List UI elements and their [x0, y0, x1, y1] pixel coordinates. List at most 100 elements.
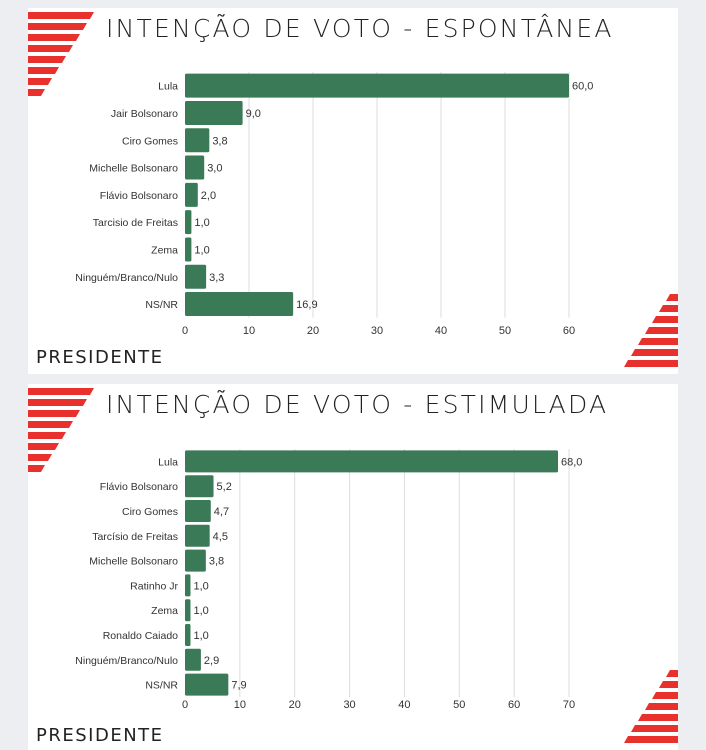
x-tick-label: 30 — [371, 325, 383, 337]
category-label: Tarcísio de Freitas — [92, 531, 178, 543]
category-label: Ninguém/Branco/Nulo — [75, 272, 178, 284]
value-label: 3,3 — [209, 272, 224, 284]
bar — [185, 128, 210, 153]
stripe-decoration — [28, 399, 87, 406]
chart-estimulada: 0 10 20 30 40 50 60 70 Lula 68,0 Flávio Bolsonaro 5… — [28, 388, 678, 743]
bar — [185, 648, 201, 671]
x-tick-label: 10 — [234, 699, 246, 711]
stripe-decoration — [28, 34, 80, 41]
value-label: 4,7 — [214, 506, 229, 518]
stripe-decoration — [666, 294, 678, 301]
bar — [185, 450, 559, 473]
chart-card-estimulada: 0 10 20 30 40 50 60 70 Lula 68,0 Flávio Bolsonaro 5… — [28, 384, 678, 750]
value-label: 68,0 — [561, 456, 582, 468]
value-label: 60,0 — [572, 81, 593, 93]
value-label: 1,0 — [193, 605, 208, 617]
stripe-decoration — [28, 443, 59, 450]
category-label: Ciro Gomes — [122, 135, 178, 147]
stripe-decoration — [638, 714, 678, 721]
stripe-decoration — [624, 736, 678, 743]
x-tick-label: 40 — [398, 699, 410, 711]
value-label: 5,2 — [217, 481, 232, 493]
category-label: Lula — [158, 81, 178, 93]
category-label: Michelle Bolsonaro — [89, 163, 178, 175]
x-tick-label: 60 — [508, 699, 520, 711]
bar — [185, 264, 207, 289]
stripe-decoration — [28, 89, 45, 96]
category-label: Zema — [151, 244, 178, 256]
value-label: 2,9 — [204, 655, 219, 667]
stripe-decoration — [28, 67, 59, 74]
chart-espontanea: 0 10 20 30 40 50 60 Lula 60,0 Jair Bolsonaro 9,0 Ci… — [28, 12, 678, 367]
category-label: Zema — [151, 605, 178, 617]
stripe-decoration — [28, 410, 80, 417]
stripe-decoration — [624, 360, 678, 367]
value-label: 1,0 — [193, 580, 208, 592]
category-label: Flávio Bolsonaro — [100, 481, 178, 493]
value-label: 3,0 — [207, 163, 222, 175]
bar — [185, 500, 211, 522]
bar — [185, 475, 214, 498]
value-label: 16,9 — [296, 299, 317, 311]
stripe-decoration — [28, 421, 73, 428]
x-tick-label: 20 — [307, 325, 319, 337]
stripe-decoration — [666, 670, 678, 677]
stripe-decoration — [28, 465, 45, 472]
category-label: Michelle Bolsonaro — [89, 556, 178, 568]
bar — [185, 524, 210, 547]
x-tick-label: 0 — [182, 699, 188, 711]
category-label: Jair Bolsonaro — [111, 108, 178, 120]
category-label: NS/NR — [145, 299, 178, 311]
value-label: 2,0 — [201, 190, 216, 202]
category-label: Tarcisio de Freitas — [93, 217, 178, 229]
stripe-decoration — [638, 338, 678, 345]
value-label: 1,0 — [193, 630, 208, 642]
chart-title: INTENÇÃO DE VOTO - ESPONTÂNEA — [106, 14, 614, 43]
stripe-decoration — [652, 692, 678, 699]
x-tick-label: 50 — [453, 699, 465, 711]
stripe-decoration — [28, 12, 94, 19]
value-label: 4,5 — [213, 531, 228, 543]
value-label: 1,0 — [194, 244, 209, 256]
stripe-decoration — [652, 316, 678, 323]
x-tick-label: 0 — [182, 325, 188, 337]
stripe-decoration — [645, 703, 678, 710]
bar — [185, 574, 191, 597]
bar — [185, 673, 229, 696]
value-label: 7,9 — [231, 680, 246, 692]
stripe-decoration — [28, 23, 87, 30]
bar — [185, 210, 192, 235]
chart-footer: PRESIDENTE — [36, 725, 164, 746]
stripe-decoration — [28, 388, 94, 395]
bar — [185, 182, 198, 207]
stripe-decoration — [645, 327, 678, 334]
category-label: Flávio Bolsonaro — [100, 190, 178, 202]
x-tick-label: 40 — [435, 325, 447, 337]
stripe-decoration — [28, 432, 66, 439]
x-tick-label: 50 — [499, 325, 511, 337]
category-label: Lula — [158, 456, 178, 468]
value-label: 9,0 — [246, 108, 261, 120]
bar — [185, 624, 191, 646]
bar — [185, 292, 294, 317]
stripe-decoration — [28, 454, 52, 461]
value-label: 3,8 — [212, 135, 227, 147]
bar — [185, 100, 243, 125]
chart-footer: PRESIDENTE — [36, 347, 164, 368]
x-tick-label: 70 — [563, 699, 575, 711]
category-label: Ninguém/Branco/Nulo — [75, 655, 178, 667]
stripe-decoration — [28, 56, 66, 63]
bar — [185, 549, 206, 572]
value-label: 1,0 — [194, 217, 209, 229]
stripe-decoration — [659, 681, 678, 688]
stripe-decoration — [28, 78, 52, 85]
x-tick-label: 30 — [343, 699, 355, 711]
category-label: NS/NR — [145, 680, 178, 692]
chart-card-espontanea: 0 10 20 30 40 50 60 Lula 60,0 Jair Bolsonaro 9,0 Ci… — [28, 8, 678, 374]
stripe-decoration — [631, 349, 678, 356]
bar — [185, 73, 569, 98]
bar — [185, 155, 205, 180]
stripe-decoration — [28, 45, 73, 52]
bar — [185, 237, 192, 262]
x-tick-label: 20 — [289, 699, 301, 711]
